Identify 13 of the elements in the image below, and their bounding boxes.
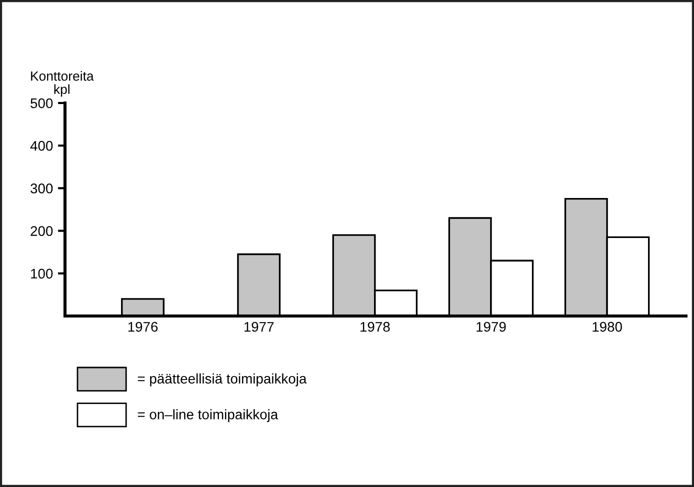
x-tick-label: 1978 bbox=[360, 322, 390, 332]
y-tick-label: 200 bbox=[30, 226, 53, 236]
y-axis-title: Konttoreita kpl bbox=[31, 71, 94, 97]
x-tick-label: 1976 bbox=[128, 322, 158, 332]
y-tick-label: 400 bbox=[30, 140, 53, 151]
y-tick-label: 500 bbox=[30, 98, 53, 108]
legend-label: = on–line toimipaikkoja bbox=[138, 409, 278, 422]
x-tick-label: 1977 bbox=[244, 322, 274, 332]
x-tick-label: 1980 bbox=[592, 322, 622, 332]
x-tick-label: 1979 bbox=[476, 322, 506, 332]
y-tick-label: 300 bbox=[30, 184, 53, 194]
y-tick-label: 100 bbox=[31, 268, 53, 279]
legend-label: = päätteellisiä toimipaikkoja bbox=[138, 373, 307, 386]
